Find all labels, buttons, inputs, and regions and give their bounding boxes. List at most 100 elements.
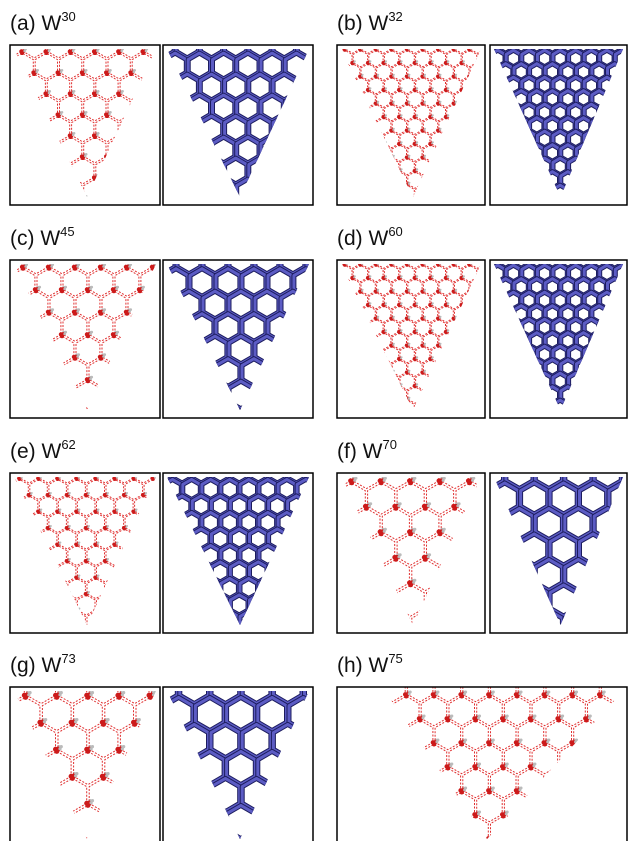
h-bond bbox=[34, 52, 58, 80]
hydrogen bbox=[63, 243, 66, 246]
oxygen bbox=[57, 154, 62, 159]
oxygen bbox=[104, 28, 108, 32]
bond-outline bbox=[185, 134, 213, 166]
oxygen bbox=[397, 196, 401, 197]
oxygen bbox=[460, 116, 464, 120]
bond-outline bbox=[600, 23, 614, 40]
oxygen bbox=[468, 22, 471, 25]
oxygen bbox=[499, 344, 502, 347]
oxygen bbox=[428, 411, 431, 414]
oxygen bbox=[33, 196, 38, 197]
h-bond bbox=[352, 264, 369, 283]
bond-outline bbox=[200, 200, 222, 226]
hydrogen bbox=[51, 353, 55, 356]
hydrogen bbox=[400, 142, 403, 145]
hydrogen bbox=[400, 303, 403, 306]
oxygen bbox=[413, 412, 416, 415]
oxygen bbox=[176, 310, 180, 314]
oxygen bbox=[112, 244, 116, 248]
hydrogen bbox=[83, 112, 87, 116]
oxygen bbox=[328, 22, 331, 25]
oxygen bbox=[421, 237, 424, 240]
oxygen bbox=[476, 384, 480, 388]
oxygen bbox=[142, 217, 146, 221]
oxygen bbox=[366, 115, 370, 119]
h-bond bbox=[430, 76, 446, 95]
hydrogen bbox=[416, 248, 418, 250]
hydrogen bbox=[360, 424, 362, 426]
hydrogen bbox=[0, 8, 2, 11]
hydrogen bbox=[493, 329, 495, 331]
hydrogen bbox=[485, 209, 487, 211]
hydrogen bbox=[179, 353, 182, 356]
hydrogen bbox=[323, 141, 325, 143]
bond bbox=[266, 357, 294, 388]
hydrogen bbox=[24, 216, 27, 219]
hydrogen bbox=[346, 315, 349, 318]
oxygen bbox=[412, 196, 416, 197]
oxygen bbox=[491, 143, 494, 146]
hydrogen bbox=[87, 526, 90, 529]
hydrogen bbox=[407, 262, 409, 264]
oxygen bbox=[328, 210, 331, 213]
hydrogen bbox=[384, 357, 387, 360]
oxygen bbox=[125, 222, 129, 226]
hydrogen bbox=[154, 265, 156, 268]
hydrogen bbox=[477, 33, 479, 35]
bond-outline bbox=[125, 336, 149, 364]
hydrogen bbox=[338, 384, 340, 386]
oxygen bbox=[344, 210, 347, 213]
oxygen bbox=[84, 494, 88, 498]
hydrogen bbox=[322, 276, 324, 278]
hydrogen bbox=[88, 459, 90, 461]
hydrogen bbox=[29, 524, 32, 527]
hydrogen bbox=[182, 558, 184, 560]
oxygen bbox=[499, 102, 502, 105]
oxygen bbox=[19, 175, 24, 180]
oxygen bbox=[351, 357, 355, 361]
oxygen bbox=[58, 377, 64, 382]
oxygen bbox=[320, 276, 323, 279]
hydrogen bbox=[360, 342, 363, 345]
oxygen bbox=[343, 289, 347, 293]
oxygen bbox=[506, 411, 509, 414]
oxygen bbox=[499, 399, 502, 402]
oxygen bbox=[155, 28, 159, 32]
bond bbox=[613, 317, 623, 338]
hydrogen bbox=[144, 526, 147, 529]
h-bond bbox=[29, 511, 48, 534]
oxygen bbox=[0, 543, 3, 546]
h-bond bbox=[360, 144, 376, 162]
hydrogen bbox=[462, 169, 465, 172]
hydrogen bbox=[478, 383, 481, 386]
h-bond bbox=[107, 52, 131, 80]
oxygen bbox=[351, 89, 355, 93]
oxygen bbox=[27, 494, 31, 498]
bond-outline bbox=[320, 269, 344, 297]
h-bond bbox=[415, 318, 431, 337]
hydrogen bbox=[329, 128, 331, 130]
hydrogen bbox=[477, 87, 480, 90]
hydrogen bbox=[477, 329, 480, 332]
bond-outline bbox=[527, 169, 547, 191]
bond bbox=[322, 116, 344, 142]
hydrogen bbox=[438, 74, 441, 77]
bond-outline bbox=[322, 116, 344, 142]
h-bond bbox=[96, 561, 115, 583]
hydrogen bbox=[116, 241, 119, 244]
oxygen bbox=[35, 422, 39, 426]
hydrogen bbox=[454, 74, 457, 77]
hydrogen bbox=[115, 477, 118, 479]
hydrogen bbox=[35, 154, 38, 158]
hydrogen bbox=[361, 343, 364, 346]
oxygen bbox=[104, 154, 108, 159]
oxygen bbox=[0, 511, 2, 514]
h-bond bbox=[344, 332, 361, 350]
oxygen bbox=[467, 74, 471, 78]
hydrogen bbox=[392, 128, 395, 131]
bond bbox=[613, 398, 623, 410]
oxygen bbox=[491, 384, 494, 387]
hydrogen bbox=[57, 574, 60, 577]
bond bbox=[512, 116, 530, 136]
h-bond bbox=[163, 545, 181, 565]
